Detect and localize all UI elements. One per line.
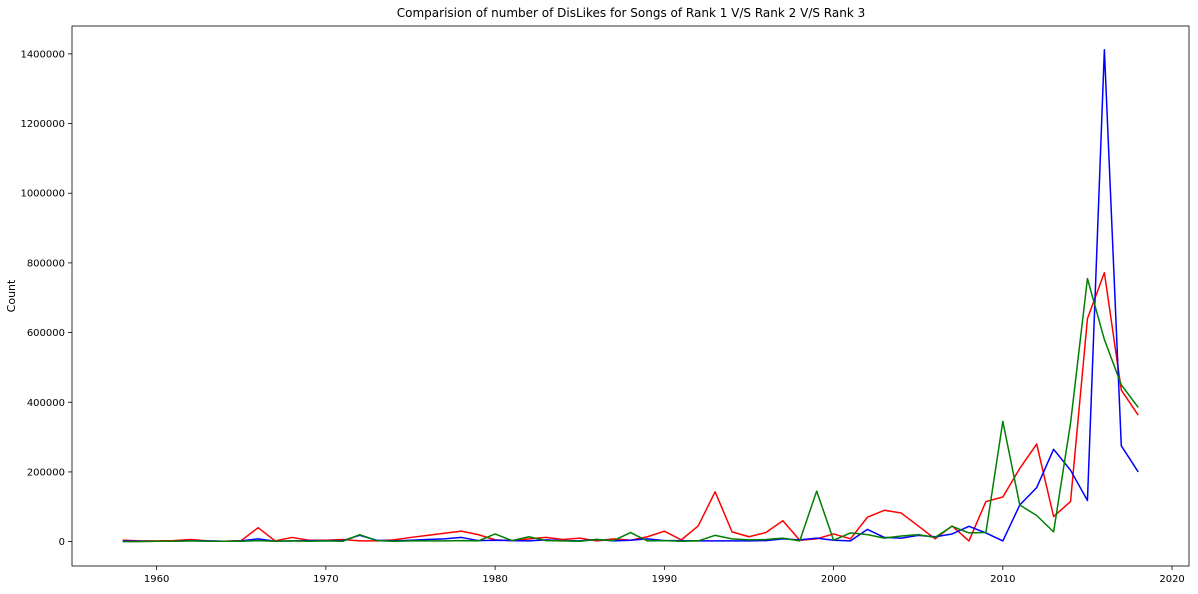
- y-tick-label-1000000: 1000000: [20, 189, 65, 200]
- series-line-2: [122, 48, 1139, 543]
- x-tick-label-2020: 2020: [1159, 574, 1184, 585]
- y-tick-label-1200000: 1200000: [20, 119, 65, 130]
- series-layer: [122, 48, 1139, 543]
- x-tick-label-2000: 2000: [821, 574, 846, 585]
- x-tick-label-1990: 1990: [652, 574, 677, 585]
- y-tick-label-0: 0: [59, 537, 65, 548]
- y-tick-label-400000: 400000: [27, 398, 65, 409]
- y-tick-label-200000: 200000: [27, 467, 65, 478]
- series-line-1: [122, 271, 1139, 543]
- y-axis-label: Count: [5, 279, 18, 312]
- x-tick-label-1970: 1970: [313, 574, 338, 585]
- y-tick-label-1400000: 1400000: [20, 49, 65, 60]
- x-tick-label-2010: 2010: [990, 574, 1015, 585]
- x-tick-label-1980: 1980: [482, 574, 507, 585]
- y-tick-label-800000: 800000: [27, 258, 65, 269]
- x-tick-label-1960: 1960: [144, 574, 169, 585]
- series-line-3: [122, 277, 1139, 543]
- y-tick-label-600000: 600000: [27, 328, 65, 339]
- chart-title: Comparision of number of DisLikes for So…: [397, 6, 865, 20]
- axes-layer: 1960 1970 1980 1990 2000 2010 2020 0 200000 40000…: [20, 25, 1190, 585]
- plot-frame: [71, 25, 1190, 567]
